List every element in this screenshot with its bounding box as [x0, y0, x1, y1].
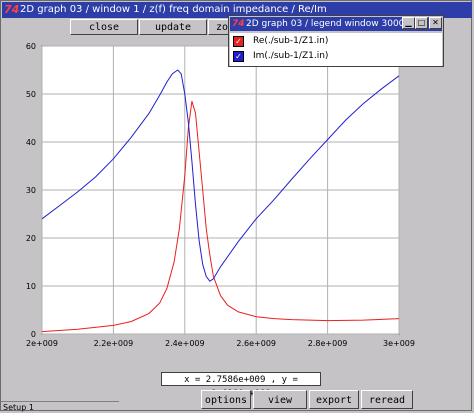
y-tick-label: 40 — [26, 138, 36, 147]
toolbar: close update zo — [2, 18, 472, 37]
plot-area[interactable]: 2e+009 2.2e+009 2.4e+009 2.6e+009 2.8e+009 3e… — [2, 38, 472, 368]
legend-label-re: Re(./sub-1/Z1.in) — [253, 36, 329, 46]
view-button[interactable]: view — [253, 390, 307, 409]
update-button[interactable]: update — [139, 19, 207, 35]
window-title: 2D graph 03 / window 1 / z(f) freq domai… — [20, 4, 327, 15]
x-tick-label: 2e+009 — [26, 339, 58, 348]
legend-label-im: Im(./sub-1/Z1.in) — [253, 51, 329, 61]
status-text: Setup 1 — [1, 401, 119, 413]
options-button[interactable]: options — [201, 390, 251, 409]
reread-button[interactable]: reread — [361, 390, 413, 409]
close-button[interactable]: close — [70, 19, 138, 35]
x-tick-label: 2.4e+009 — [165, 339, 205, 348]
x-tick-label: 2.2e+009 — [94, 339, 134, 348]
x-tick-label: 2.6e+009 — [236, 339, 276, 348]
legend-app-icon: 74 — [232, 19, 245, 29]
window-titlebar[interactable]: 74 2D graph 03 / window 1 / z(f) freq do… — [2, 2, 472, 18]
y-tick-label: 60 — [26, 42, 36, 51]
legend-titlebar[interactable]: 74 2D graph 03 / legend window 30001 ▁ □… — [230, 17, 442, 31]
legend-entries: ✓ Re(./sub-1/Z1.in) ✓ Im(./sub-1/Z1.in) — [230, 33, 442, 66]
series-line-re — [41, 101, 400, 333]
cursor-coords-readout: x = 2.7586e+009 , y = 1.6180e+001 — [161, 372, 321, 399]
x-tick-label: 3e+009 — [383, 339, 415, 348]
checkbox-icon[interactable]: ✓ — [233, 51, 244, 62]
y-tick-label: 0 — [31, 330, 36, 339]
series-line-im — [41, 69, 400, 282]
x-tick-label: 2.8e+009 — [308, 339, 348, 348]
close-icon[interactable]: ✕ — [429, 17, 442, 29]
export-button[interactable]: export — [309, 390, 359, 409]
maximize-icon[interactable]: □ — [415, 17, 428, 29]
y-tick-label: 50 — [26, 90, 36, 99]
minimize-icon[interactable]: ▁ — [402, 17, 415, 29]
y-tick-label: 20 — [26, 234, 36, 243]
checkbox-icon[interactable]: ✓ — [233, 36, 244, 47]
chart-svg[interactable]: 2e+009 2.2e+009 2.4e+009 2.6e+009 2.8e+009 3e… — [2, 38, 472, 368]
app-icon: 74 — [4, 3, 20, 16]
legend-window: 74 2D graph 03 / legend window 30001 ▁ □… — [228, 15, 444, 67]
y-tick-label: 10 — [26, 282, 36, 291]
y-tick-label: 30 — [26, 186, 36, 195]
legend-title: 2D graph 03 / legend window 30001 — [246, 19, 411, 29]
